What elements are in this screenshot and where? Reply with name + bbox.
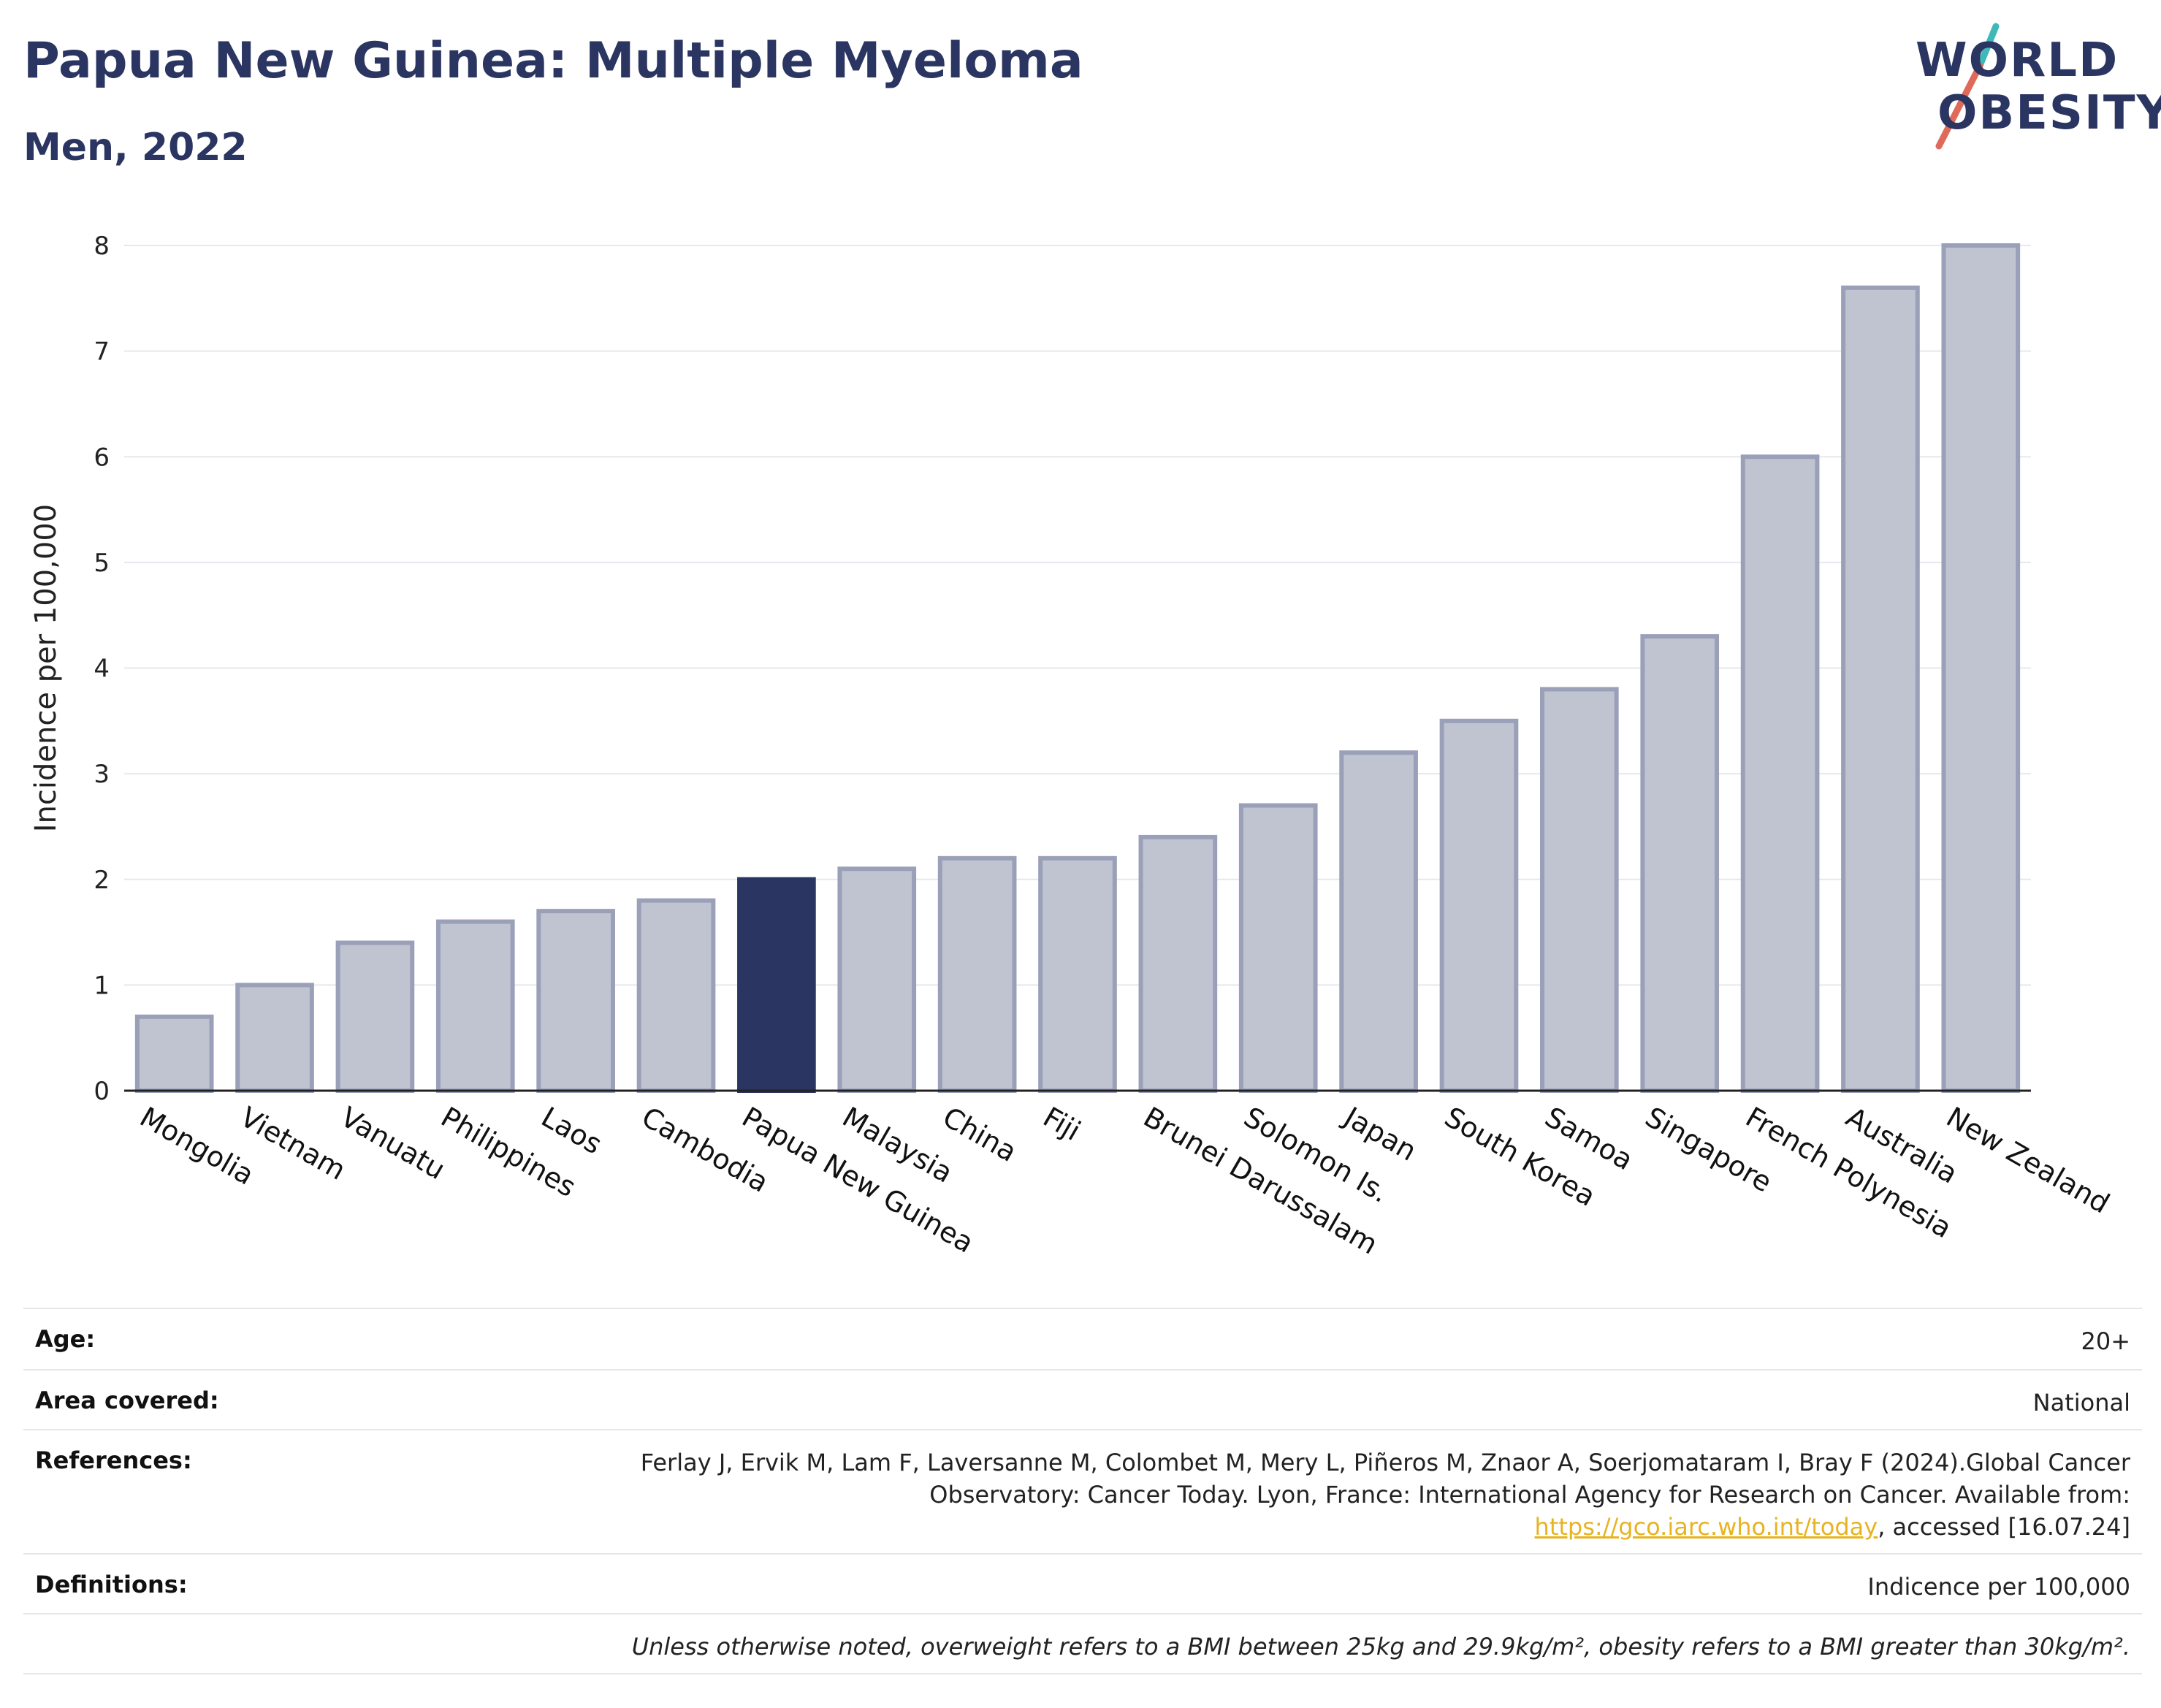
y-tick-label: 2 (94, 866, 110, 895)
x-tick-label: Laos (536, 1101, 608, 1161)
y-tick-label: 3 (94, 760, 110, 789)
bar-vanuatu (335, 940, 415, 1094)
chart-subtitle: Men, 2022 (23, 126, 248, 169)
definitions-value: Indicence per 100,000 (1867, 1573, 2130, 1601)
references-link[interactable]: https://gco.iarc.who.int/today (1534, 1513, 1878, 1541)
y-tick-label: 8 (94, 232, 110, 261)
bmi-note: Unless otherwise noted, overweight refer… (631, 1633, 2130, 1661)
y-tick-label: 1 (94, 971, 110, 1000)
bar-cambodia (636, 898, 716, 1094)
bar-south-korea (1439, 718, 1519, 1093)
bar-laos (536, 909, 615, 1093)
bar-japan (1339, 750, 1418, 1093)
bar-chart: 012345678MongoliaVietnamVanuatuPhilippin… (29, 232, 2115, 1261)
bar-samoa (1540, 687, 1619, 1093)
area-value: National (2032, 1389, 2130, 1417)
references-value: Ferlay J, Ervik M, Lam F, Laversanne M, … (596, 1446, 2130, 1543)
info-row-note: Unless otherwise noted, overweight refer… (23, 1614, 2142, 1674)
bar-solomon-is (1238, 803, 1318, 1093)
bar-vietnam (235, 983, 314, 1093)
chart-title: Papua New Guinea: Multiple Myeloma (23, 32, 1083, 90)
x-tick-label: Fiji (1038, 1101, 1086, 1147)
bar-brunei-darussalam (1138, 834, 1218, 1094)
bar-new-zealand (1941, 243, 2021, 1093)
bar-fiji (1038, 855, 1117, 1093)
info-table: Age: 20+ Area covered: National Referenc… (23, 1308, 2142, 1674)
references-accessed: , accessed [16.07.24] (1878, 1513, 2130, 1541)
x-tick-label: New Zealand (1941, 1101, 2115, 1220)
bar-papua-new-guinea (737, 877, 816, 1093)
bar-australia (1841, 285, 1920, 1094)
definitions-label: Definitions: (35, 1571, 188, 1598)
info-row-definitions: Definitions: Indicence per 100,000 (23, 1555, 2142, 1614)
logo-slash-icon (1935, 23, 2000, 150)
info-row-age: Age: 20+ (23, 1309, 2142, 1370)
bar-mongolia (134, 1014, 214, 1093)
logo-text-world: WORLD (1916, 34, 2119, 88)
world-obesity-logo: WORLD OBESITY (1907, 20, 2161, 152)
info-row-area: Area covered: National (23, 1370, 2142, 1430)
bar-philippines (435, 919, 515, 1093)
bar-french-polynesia (1740, 454, 1820, 1093)
x-tick-label: Vanuatu (335, 1101, 451, 1186)
y-tick-label: 5 (94, 549, 110, 578)
y-tick-label: 6 (94, 443, 110, 472)
bar-china (937, 855, 1017, 1093)
area-label: Area covered: (35, 1387, 219, 1414)
logo-text-obesity: OBESITY (1937, 86, 2161, 140)
references-text: Ferlay J, Ervik M, Lam F, Laversanne M, … (640, 1449, 2130, 1509)
y-tick-label: 0 (94, 1077, 110, 1106)
bars (134, 243, 2021, 1094)
bar-malaysia (837, 866, 917, 1093)
info-row-references: References: Ferlay J, Ervik M, Lam F, La… (23, 1430, 2142, 1555)
y-axis-label: Incidence per 100,000 (29, 504, 63, 833)
age-value: 20+ (2081, 1327, 2130, 1355)
y-tick-label: 7 (94, 338, 110, 367)
y-tick-label: 4 (94, 655, 110, 684)
bar-singapore (1640, 634, 1720, 1093)
age-label: Age: (35, 1325, 96, 1353)
x-tick-label: Mongolia (134, 1101, 259, 1192)
references-label: References: (35, 1446, 192, 1474)
